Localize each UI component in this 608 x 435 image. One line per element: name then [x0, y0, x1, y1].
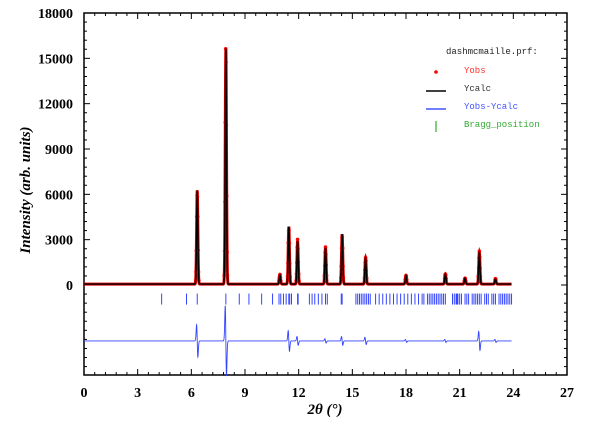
yobs-point: [295, 237, 300, 242]
x-tick-label: 18: [399, 386, 413, 401]
x-tick-labels: 0 3 6 9 12 15 18 21 24 27: [81, 386, 575, 401]
y-tick-label: 9000: [45, 143, 73, 158]
x-tick-label: 21: [453, 386, 467, 401]
x-tick-label: 3: [134, 386, 141, 401]
legend-ycalc-label: Ycalc: [464, 84, 491, 94]
y-tick-label: 15000: [38, 52, 73, 67]
x-axis-title: 2θ (°): [306, 402, 342, 418]
y-axis-title: Intensity (arb. units): [18, 126, 34, 254]
legend-diff-label: Yobs-Ycalc: [464, 102, 518, 112]
x-tick-label: 27: [560, 386, 574, 401]
legend-bragg-label: Bragg_position: [464, 120, 540, 130]
y-tick-labels: 0 3000 6000 9000 12000 15000 18000: [38, 7, 73, 294]
x-tick-label: 9: [242, 386, 249, 401]
x-tick-label: 6: [188, 386, 195, 401]
legend-yobs-label: Yobs: [464, 66, 486, 76]
x-tick-label: 0: [81, 386, 88, 401]
difference-line: [84, 305, 512, 377]
x-tick-label: 24: [506, 386, 520, 401]
bragg-ticks: [161, 293, 513, 305]
plot-frame: [83, 12, 568, 376]
y-tick-label: 6000: [45, 188, 73, 203]
legend-title: dashmcmaille.prf:: [446, 47, 538, 57]
yobs-points: [193, 46, 498, 283]
axis-ticks: [83, 12, 568, 375]
y-tick-label: 12000: [38, 98, 73, 113]
y-tick-label: 3000: [45, 234, 73, 249]
y-tick-label: 18000: [38, 7, 73, 22]
legend-yobs-marker: [434, 70, 438, 74]
ycalc-line: [84, 48, 512, 285]
y-tick-label: 0: [66, 279, 73, 294]
x-tick-label: 12: [292, 386, 306, 401]
x-tick-label: 15: [345, 386, 359, 401]
legend: dashmcmaille.prf: Yobs Ycalc Yobs-Ycalc …: [426, 47, 540, 132]
yobs-point: [323, 245, 328, 249]
